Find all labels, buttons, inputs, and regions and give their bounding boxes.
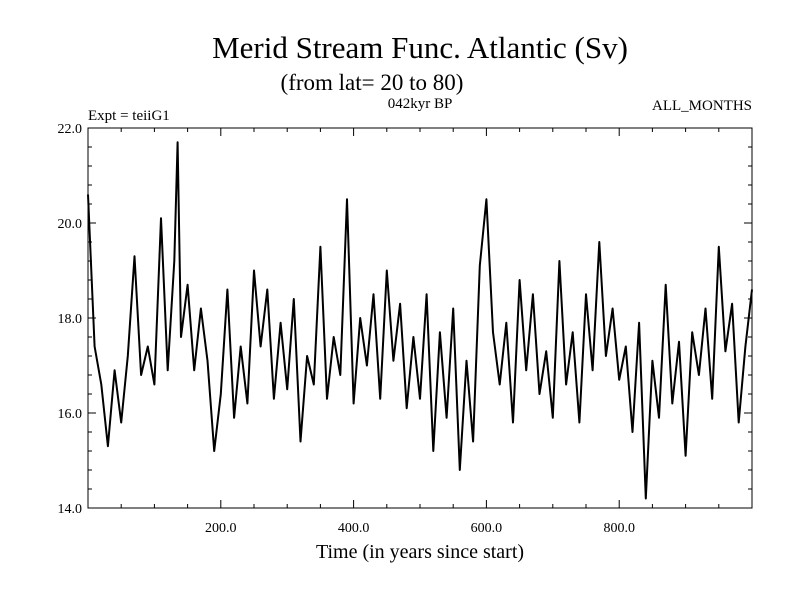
x-tick-label: 800.0 [603,521,635,536]
period-label: 042kyr BP [388,96,453,112]
x-tick-label: 200.0 [205,521,237,536]
chart-subtitle: (from lat= 20 to 80) [281,70,464,95]
y-tick-label: 22.0 [58,122,83,137]
y-tick-label: 20.0 [58,217,83,232]
plot-frame [87,127,753,509]
series-line [87,141,753,500]
months-label: ALL_MONTHS [652,98,752,114]
experiment-label: Expt = teiiG1 [88,108,170,124]
x-tick-label: 600.0 [471,521,503,536]
y-tick-label: 18.0 [58,312,83,327]
chart-title: Merid Stream Func. Atlantic (Sv) [212,30,628,65]
y-tick-label: 14.0 [58,502,83,517]
y-tick-label: 16.0 [58,407,83,422]
plot-area: 200.0 400.0 600.0 800.0 14.0 16.0 18.0 20.0 22.0 [58,122,753,536]
x-axis-label: Time (in years since start) [316,541,524,563]
x-tick-label: 400.0 [338,521,370,536]
